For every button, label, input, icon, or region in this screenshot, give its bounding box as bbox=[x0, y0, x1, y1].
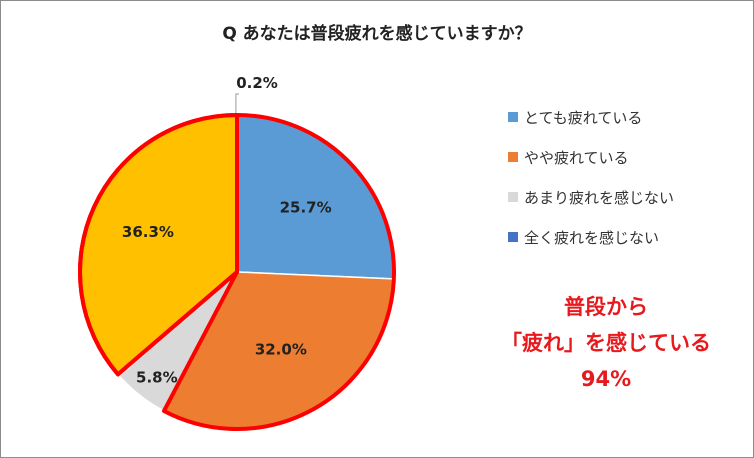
legend-label-3: 全く疲れを感じない bbox=[524, 228, 660, 247]
legend-label-1: やや疲れている bbox=[524, 148, 629, 167]
data-label-0: 25.7% bbox=[280, 198, 332, 216]
legend-swatch-3 bbox=[508, 232, 518, 242]
legend-item-2: あまり疲れを感じない bbox=[508, 177, 674, 217]
data-label-1: 32.0% bbox=[255, 340, 307, 358]
data-label-2: 5.8% bbox=[136, 369, 178, 387]
legend-label-2: あまり疲れを感じない bbox=[524, 188, 675, 207]
legend-item-0: とても疲れている bbox=[508, 97, 674, 137]
highlight-outline-blue-orange bbox=[161, 113, 396, 431]
chart-title: Q あなたは普段疲れを感じていますか？ bbox=[222, 24, 532, 44]
callout-line-2: 「疲れ」を感じている bbox=[501, 331, 711, 355]
highlight-outline-yellow bbox=[78, 113, 239, 377]
data-label-3: 0.2% bbox=[236, 74, 278, 92]
callout-line-1: 普段から bbox=[564, 295, 648, 319]
legend-item-1: やや疲れている bbox=[508, 137, 674, 177]
callout-text: 普段から 「疲れ」を感じている 94% bbox=[456, 289, 754, 397]
legend-swatch-2 bbox=[508, 192, 518, 202]
legend-item-3: 全く疲れを感じない bbox=[508, 217, 674, 257]
legend: とても疲れている やや疲れているあまり疲れを感じない 全く疲れを感じない bbox=[508, 97, 674, 257]
callout-line-3: 94% bbox=[580, 367, 632, 391]
legend-swatch-0 bbox=[508, 112, 518, 122]
pie-slice-0 bbox=[236, 114, 395, 280]
leader-line-0.2 bbox=[235, 93, 239, 114]
legend-swatch-1 bbox=[508, 152, 518, 162]
data-label-highlight: 36.3% bbox=[122, 223, 174, 241]
legend-label-0: とても疲れている bbox=[524, 108, 643, 127]
